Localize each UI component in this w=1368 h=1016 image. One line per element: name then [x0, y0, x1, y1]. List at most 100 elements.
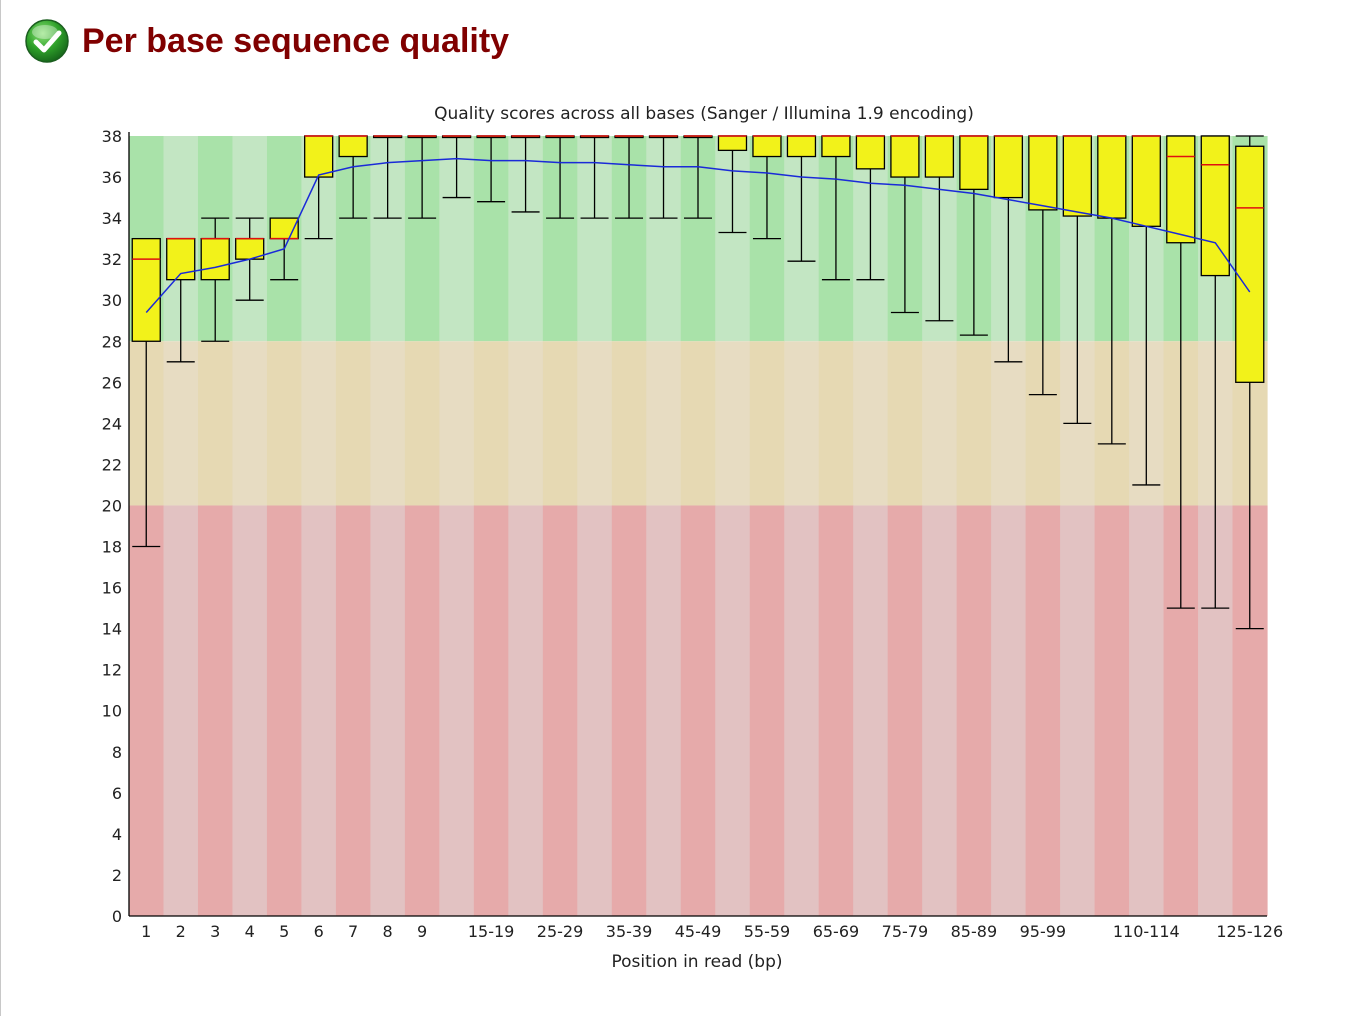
page-left-border: [0, 0, 1, 1016]
band-poor-10: [439, 505, 475, 916]
band-poor-27: [1025, 505, 1061, 916]
box-19: [752, 135, 782, 158]
band-reasonable-2: [163, 341, 199, 506]
band-reasonable-22: [853, 341, 889, 506]
y-tick-28: 28: [102, 332, 122, 351]
band-reasonable-13: [542, 341, 578, 506]
x-tick-85-89: 85-89: [951, 922, 998, 941]
band-reasonable-14: [577, 341, 613, 506]
band-poor-6: [301, 505, 337, 916]
x-tick-3: 3: [210, 922, 220, 941]
band-poor-9: [404, 505, 440, 916]
x-tick-15-19: 15-19: [468, 922, 515, 941]
x-tick-1: 1: [141, 922, 151, 941]
band-poor-5: [266, 505, 303, 916]
x-tick-2: 2: [176, 922, 186, 941]
x-tick-35-39: 35-39: [606, 922, 653, 941]
band-poor-2: [163, 505, 199, 916]
band-poor-15: [611, 505, 647, 916]
band-reasonable-17: [680, 341, 716, 506]
band-poor-7: [335, 505, 371, 916]
band-poor-30: [1129, 505, 1165, 916]
y-tick-14: 14: [102, 620, 122, 639]
x-tick-6: 6: [314, 922, 324, 941]
band-poor-8: [370, 505, 406, 916]
y-tick-8: 8: [112, 743, 122, 762]
x-tick-45-49: 45-49: [675, 922, 722, 941]
module-header: Per base sequence quality: [24, 18, 509, 64]
band-reasonable-5: [266, 341, 303, 506]
module-title: Per base sequence quality: [82, 21, 510, 60]
y-tick-20: 20: [102, 496, 122, 515]
y-tick-6: 6: [112, 784, 122, 803]
axes: [128, 132, 1267, 917]
y-tick-24: 24: [102, 414, 122, 433]
band-poor-12: [508, 505, 544, 916]
band-poor-3: [197, 505, 234, 916]
band-poor-29: [1094, 505, 1130, 916]
band-poor-13: [542, 505, 578, 916]
band-reasonable-26: [991, 341, 1027, 506]
band-reasonable-4: [232, 341, 268, 506]
y-tick-2: 2: [112, 866, 122, 885]
x-tick-labels: 1 2 3 4 5 6 7 8 9 15-19 25-29 35-39 45-49 55-59 65-69 7…: [141, 922, 1283, 941]
y-tick-0: 0: [112, 907, 122, 926]
x-tick-95-99: 95-99: [1020, 922, 1067, 941]
box-21: [821, 135, 851, 158]
band-poor-24: [922, 505, 958, 916]
band-reasonable-11: [473, 341, 509, 506]
y-tick-32: 32: [102, 250, 122, 269]
band-reasonable-19: [749, 341, 785, 506]
band-poor-16: [646, 505, 682, 916]
y-tick-34: 34: [102, 209, 122, 228]
x-tick-7: 7: [348, 922, 358, 941]
x-axis-label: Position in read (bp): [611, 952, 782, 972]
box-23: [890, 135, 920, 178]
band-poor-21: [818, 505, 854, 916]
band-poor-17: [680, 505, 716, 916]
band-reasonable-20: [784, 341, 820, 506]
band-reasonable-9: [404, 341, 440, 506]
box-6: [304, 135, 334, 178]
x-tick-9: 9: [417, 922, 427, 941]
box-3: [200, 237, 230, 281]
y-tick-10: 10: [102, 702, 122, 721]
band-poor-28: [1060, 505, 1096, 916]
band-reasonable-6: [301, 341, 337, 506]
band-poor-22: [853, 505, 889, 916]
x-tick-5: 5: [279, 922, 289, 941]
x-tick-25-29: 25-29: [537, 922, 584, 941]
x-tick-125-126: 125-126: [1216, 922, 1283, 941]
x-tick-75-79: 75-79: [882, 922, 929, 941]
box-28: [1062, 135, 1092, 217]
box-22: [855, 135, 886, 170]
x-tick-55-59: 55-59: [744, 922, 791, 941]
x-tick-8: 8: [383, 922, 393, 941]
band-reasonable-24: [922, 341, 958, 506]
y-tick-30: 30: [102, 291, 122, 310]
box-7: [338, 135, 368, 158]
x-tick-110-114: 110-114: [1113, 922, 1180, 941]
x-tick-4: 4: [245, 922, 255, 941]
box-24: [924, 135, 955, 178]
band-reasonable-18: [715, 341, 751, 506]
y-tick-18: 18: [102, 538, 122, 557]
band-reasonable-10: [439, 341, 475, 506]
y-tick-22: 22: [102, 455, 122, 474]
band-reasonable-21: [818, 341, 854, 506]
quality-bands: [129, 136, 1268, 916]
box-20: [786, 135, 817, 158]
box-27: [1028, 135, 1058, 211]
band-poor-19: [749, 505, 785, 916]
box-33: [1235, 145, 1265, 383]
y-tick-16: 16: [102, 579, 122, 598]
box-30: [1131, 135, 1161, 227]
band-poor-4: [232, 505, 268, 916]
band-reasonable-8: [370, 341, 406, 506]
band-poor-18: [715, 505, 751, 916]
band-poor-26: [991, 505, 1027, 916]
band-reasonable-3: [197, 341, 234, 506]
box-18: [717, 135, 748, 152]
